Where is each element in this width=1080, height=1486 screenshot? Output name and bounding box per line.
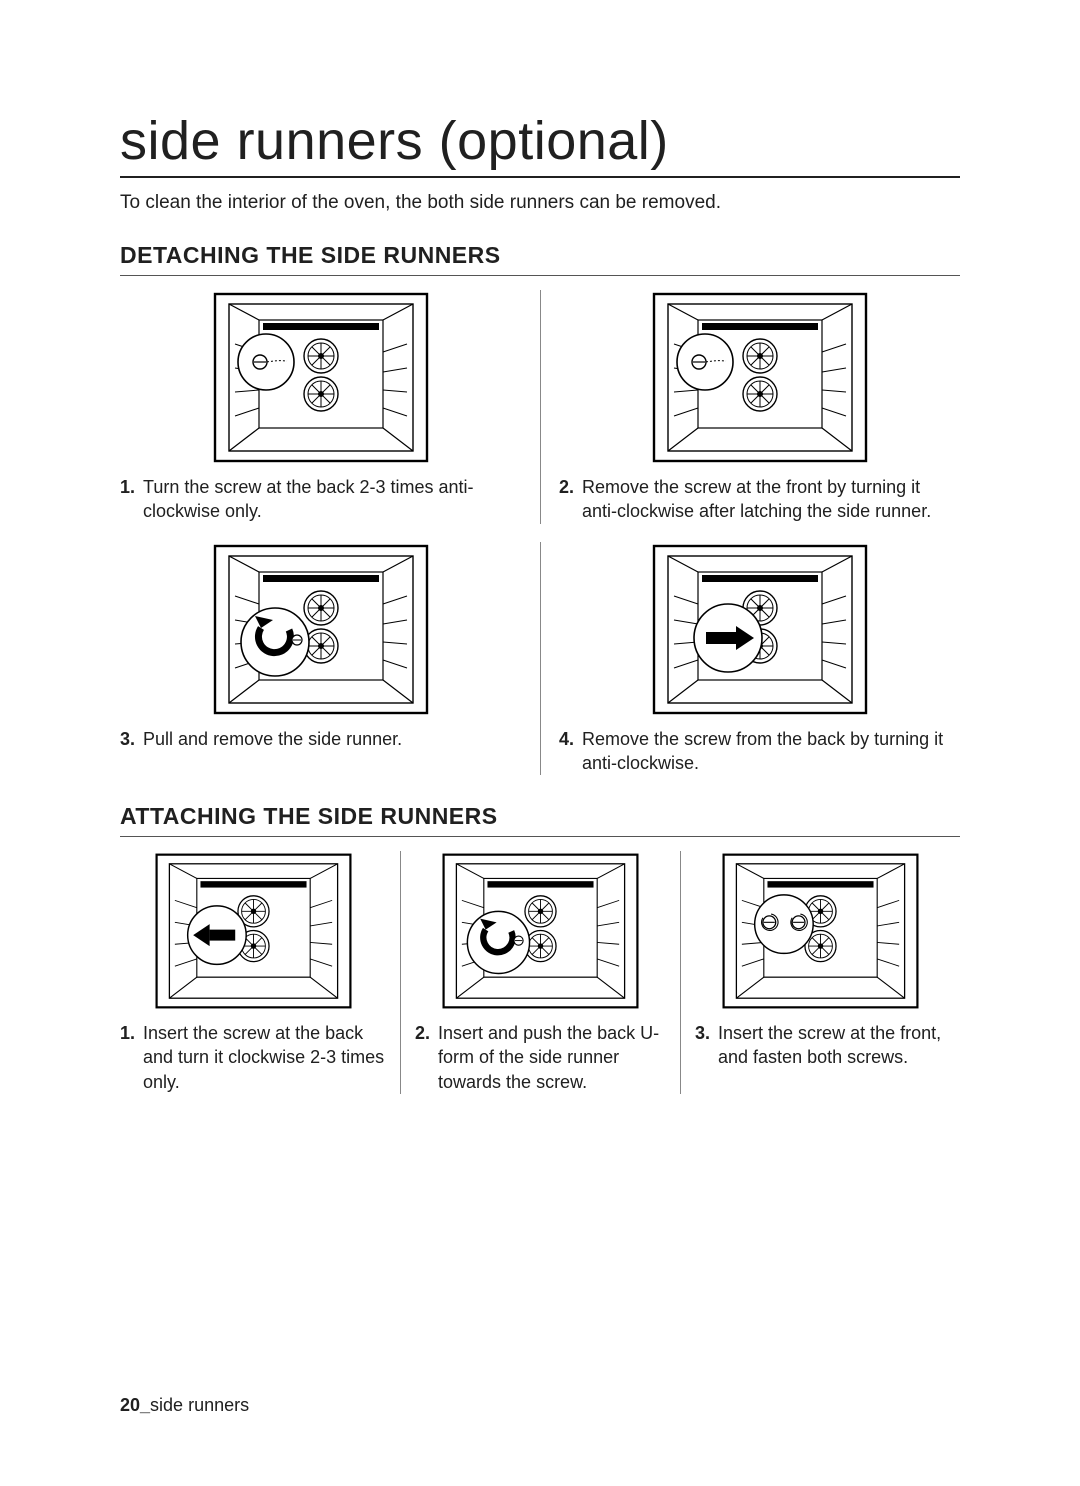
step-text: Insert the screw at the front, and faste… bbox=[718, 1021, 946, 1070]
attach-step-1: 1. Insert the screw at the back and turn… bbox=[120, 851, 400, 1094]
detach-step-1: 1. Turn the screw at the back 2-3 times … bbox=[120, 290, 540, 524]
step-number: 4. bbox=[559, 727, 574, 776]
oven-diagram-detach-2 bbox=[650, 290, 870, 465]
attach-row: 1. Insert the screw at the back and turn… bbox=[120, 851, 960, 1094]
oven-diagram-attach-3 bbox=[718, 851, 923, 1011]
detach-step-3: 3. Pull and remove the side runner. bbox=[120, 542, 540, 776]
step-number: 1. bbox=[120, 475, 135, 524]
step-text: Insert the screw at the back and turn it… bbox=[143, 1021, 386, 1094]
step-text: Remove the screw from the back by turnin… bbox=[582, 727, 960, 776]
page-intro: To clean the interior of the oven, the b… bbox=[120, 192, 960, 214]
detach-step-4: 4. Remove the screw from the back by tur… bbox=[540, 542, 960, 776]
page-footer: 20_side runners bbox=[120, 1395, 249, 1416]
step-number: 2. bbox=[415, 1021, 430, 1094]
detach-heading: DETACHING THE SIDE RUNNERS bbox=[120, 242, 960, 276]
attach-heading: ATTACHING THE SIDE RUNNERS bbox=[120, 803, 960, 837]
step-number: 3. bbox=[695, 1021, 710, 1070]
oven-diagram-attach-2 bbox=[438, 851, 643, 1011]
step-text: Remove the screw at the front by turning… bbox=[582, 475, 960, 524]
detach-row-2: 3. Pull and remove the side runner. 4. R… bbox=[120, 542, 960, 776]
oven-diagram-detach-1 bbox=[211, 290, 431, 465]
attach-step-2: 2. Insert and push the back U-form of th… bbox=[400, 851, 680, 1094]
oven-diagram-attach-1 bbox=[151, 851, 356, 1011]
step-number: 1. bbox=[120, 1021, 135, 1094]
step-number: 3. bbox=[120, 727, 135, 751]
step-text: Insert and push the back U-form of the s… bbox=[438, 1021, 666, 1094]
footer-separator: _ bbox=[140, 1395, 150, 1415]
oven-diagram-detach-4 bbox=[650, 542, 870, 717]
footer-section: side runners bbox=[150, 1395, 249, 1415]
detach-row-1: 1. Turn the screw at the back 2-3 times … bbox=[120, 290, 960, 524]
step-number: 2. bbox=[559, 475, 574, 524]
step-text: Turn the screw at the back 2-3 times ant… bbox=[143, 475, 522, 524]
attach-step-3: 3. Insert the screw at the front, and fa… bbox=[680, 851, 960, 1094]
oven-diagram-detach-3 bbox=[211, 542, 431, 717]
footer-page-number: 20 bbox=[120, 1395, 140, 1415]
detach-step-2: 2. Remove the screw at the front by turn… bbox=[540, 290, 960, 524]
step-text: Pull and remove the side runner. bbox=[143, 727, 402, 751]
page-title: side runners (optional) bbox=[120, 110, 960, 178]
